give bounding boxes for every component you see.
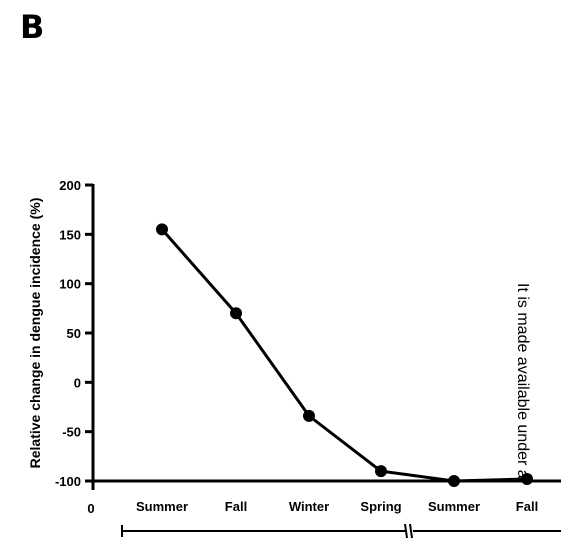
data-point [156,223,168,236]
y-tick-label: -100 [55,474,81,489]
series-line [160,228,528,483]
x-origin-label: 0 [87,501,94,516]
y-tick-label: 0 [74,375,81,390]
y-axis-title: Relative change in dengue incidence (%) [27,198,43,469]
y-tick-label: 150 [59,227,81,242]
x-tick-label: Spring [360,499,401,514]
x-tick-label: Winter [289,499,329,514]
y-tick-label: 50 [67,326,81,341]
data-point [303,409,315,422]
axis-break-mark [404,523,408,539]
y-tick-label: 200 [59,178,81,193]
x-tick-label: Summer [428,499,480,514]
data-point [230,307,242,320]
y-tick-label: -50 [62,425,81,440]
panel-label: B [20,8,45,46]
y-tick-label: 100 [59,277,81,292]
x-tick-label: Fall [225,499,247,514]
x-tick-label: Fall [516,499,538,514]
data-point [448,475,460,487]
data-point [375,465,387,478]
side-note: It is made available under a [514,283,531,479]
data-point [521,473,533,486]
axis-break-mark [409,523,413,539]
x-tick-label: Summer [136,499,188,514]
